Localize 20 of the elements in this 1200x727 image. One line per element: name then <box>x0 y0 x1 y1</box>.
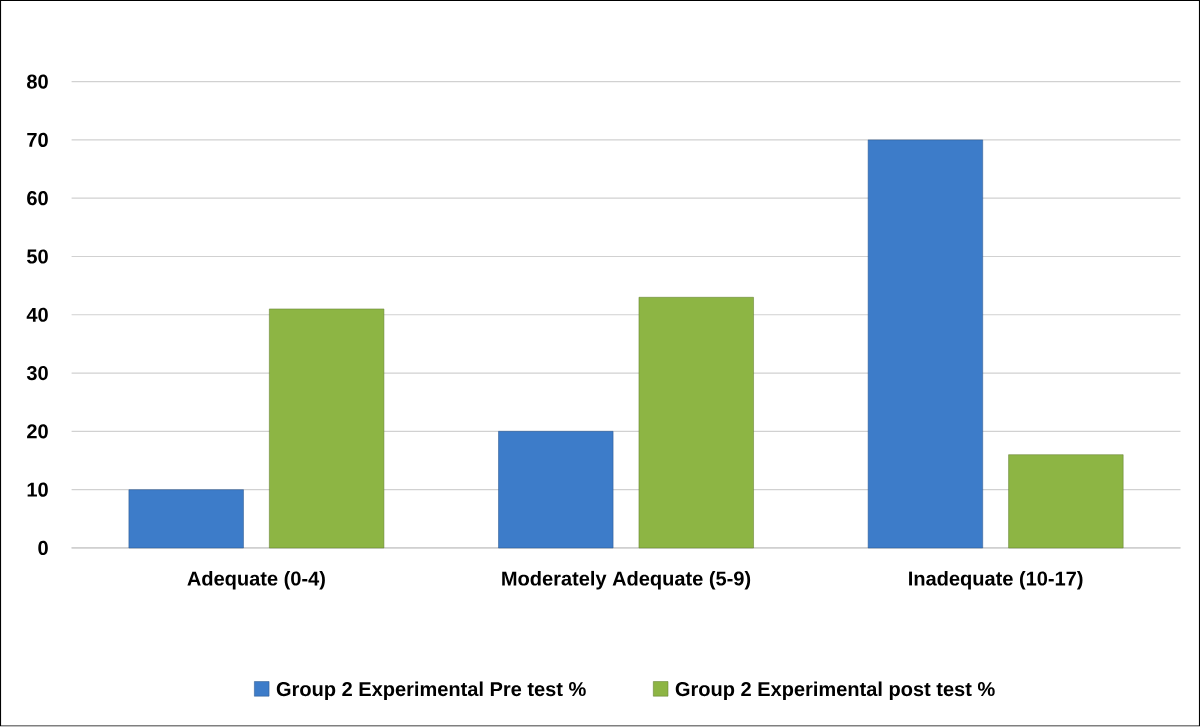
bar <box>1008 454 1124 549</box>
y-tick-label: 70 <box>27 132 48 148</box>
y-tick-label: 30 <box>26 366 48 381</box>
y-tick-label: 0 <box>38 541 48 556</box>
bar <box>498 431 614 549</box>
y-tick-label: 60 <box>27 191 48 206</box>
y-tick-label: 40 <box>26 307 48 323</box>
x-tick-label: Adequate (0-4) <box>187 571 325 590</box>
y-tick-label: 50 <box>26 249 48 264</box>
bar <box>867 139 983 549</box>
y-tick-label: 20 <box>27 424 48 439</box>
x-tick-label: Moderately Adequate (5-9) <box>502 571 751 590</box>
bar <box>269 308 385 549</box>
legend-label: Group 2 Experimental Pre test % <box>276 681 586 701</box>
y-tick-label: 80 <box>27 74 48 89</box>
x-tick-label: Inadequate (10-17) <box>909 571 1083 590</box>
bar <box>128 489 244 549</box>
y-tick-label: 10 <box>27 482 48 497</box>
bar <box>638 297 754 549</box>
legend-label: Group 2 Experimental post test % <box>675 681 995 701</box>
